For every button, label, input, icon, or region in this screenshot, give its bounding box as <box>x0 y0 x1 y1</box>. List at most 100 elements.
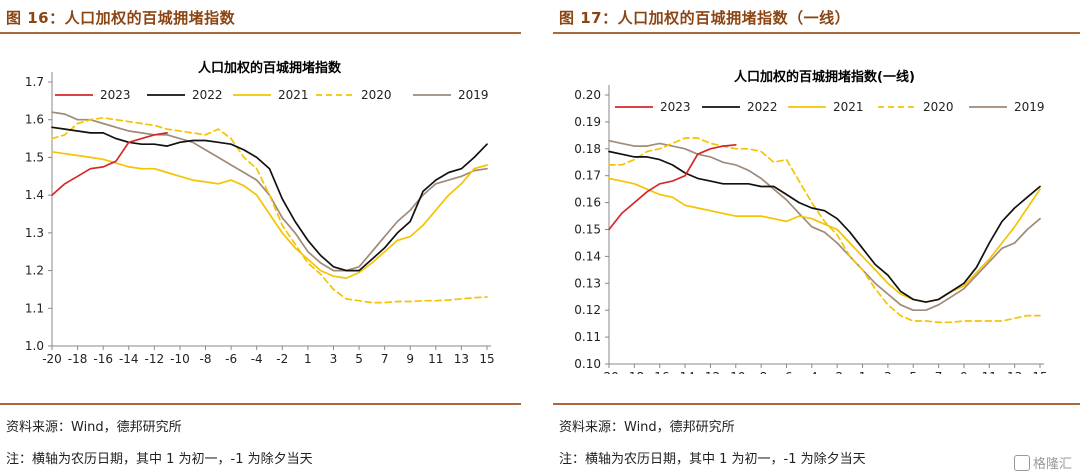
x-tick-label: -2 <box>831 370 843 374</box>
x-tick-label: 15 <box>1032 370 1047 374</box>
x-tick-label: -16 <box>650 370 670 374</box>
figure-title: 图 16：人口加权的百城拥堵指数 <box>6 9 236 27</box>
legend-item-2020: 2020 <box>316 88 392 102</box>
x-tick-label: -4 <box>806 370 818 374</box>
source-text: 资料来源：Wind，德邦研究所 <box>559 420 735 435</box>
x-tick-label: 13 <box>454 352 469 366</box>
x-tick-label: -18 <box>625 370 645 374</box>
x-tick-label: -6 <box>780 370 792 374</box>
x-tick-label: 11 <box>982 370 997 374</box>
y-tick-label: 1.6 <box>25 113 44 127</box>
y-tick-label: 1.7 <box>25 75 44 89</box>
y-tick-label: 0.11 <box>574 330 601 344</box>
legend-item-2019: 2019 <box>969 100 1045 114</box>
legend-item-2022: 2022 <box>147 88 223 102</box>
legend-label: 2020 <box>361 88 392 102</box>
x-tick-label: -10 <box>726 370 746 374</box>
series-line-2019 <box>608 139 1041 312</box>
legend-item-2019: 2019 <box>413 88 489 102</box>
y-tick-label: 0.14 <box>574 249 601 263</box>
y-tick-label: 0.10 <box>574 357 601 371</box>
x-tick-label: -2 <box>276 352 288 366</box>
series-line-2019 <box>51 111 488 272</box>
legend-label: 2019 <box>1014 100 1045 114</box>
chart-title: 人口加权的百城拥堵指数(一线) <box>734 69 915 85</box>
legend-item-2023: 2023 <box>55 88 131 102</box>
x-tick-label: 1 <box>859 370 867 374</box>
top-divider <box>553 32 1080 34</box>
figure-16-panel: 图 16：人口加权的百城拥堵指数 人口加权的百城拥堵指数 1.0 1.1 1.2 1.3… <box>0 0 527 476</box>
legend-item-2020: 2020 <box>878 100 954 114</box>
watermark-logo-icon <box>1013 455 1030 471</box>
series-line-2020 <box>51 116 488 304</box>
x-tick-label: -14 <box>119 352 139 366</box>
legend-item-2021: 2021 <box>233 88 309 102</box>
bottom-divider <box>553 403 1080 405</box>
x-tick-label: -8 <box>200 352 212 366</box>
y-tick-label: 1.1 <box>25 301 44 315</box>
chart-title: 人口加权的百城拥堵指数 <box>198 60 342 76</box>
x-tick-label: -4 <box>251 352 263 366</box>
y-tick-label: 1.5 <box>25 150 44 164</box>
legend-label: 2022 <box>192 88 223 102</box>
x-tick-label: 3 <box>330 352 338 366</box>
legend-item-2021: 2021 <box>788 100 864 114</box>
x-tick-label: 11 <box>428 352 443 366</box>
x-tick-label: 9 <box>960 370 968 374</box>
legend-item-2023: 2023 <box>615 100 691 114</box>
x-tick-label: 7 <box>935 370 943 374</box>
x-tick-label: 5 <box>355 352 363 366</box>
y-tick-label: 0.16 <box>574 196 601 210</box>
legend-item-2022: 2022 <box>702 100 778 114</box>
top-divider <box>0 32 521 34</box>
series-line-2023 <box>51 132 168 196</box>
x-tick-label: -8 <box>755 370 767 374</box>
legend-label: 2019 <box>458 88 489 102</box>
legend-label: 2023 <box>660 100 691 114</box>
y-tick-label: 0.13 <box>574 276 601 290</box>
x-tick-label: 1 <box>304 352 312 366</box>
x-tick-label: -14 <box>675 370 695 374</box>
series-line-2023 <box>608 143 737 231</box>
x-tick-label: -16 <box>93 352 113 366</box>
legend-label: 2021 <box>278 88 309 102</box>
x-tick-label: 7 <box>381 352 389 366</box>
x-tick-label: -12 <box>145 352 165 366</box>
x-tick-label: -12 <box>701 370 721 374</box>
series-line-2021 <box>608 177 1041 303</box>
watermark: 格隆汇 <box>1013 453 1072 472</box>
legend-label: 2021 <box>833 100 864 114</box>
y-tick-label: 0.15 <box>574 223 601 237</box>
y-tick-label: 0.17 <box>574 169 601 183</box>
x-tick-label: 15 <box>479 352 494 366</box>
figure-17-panel: 图 17：人口加权的百城拥堵指数（一线） 人口加权的百城拥堵指数(一线) 0.10… <box>553 0 1080 476</box>
y-tick-label: 1.2 <box>25 264 44 278</box>
series-line-2022 <box>608 150 1041 303</box>
series-line-2022 <box>51 126 488 272</box>
x-tick-label: 3 <box>884 370 892 374</box>
x-tick-label: -18 <box>68 352 88 366</box>
x-tick-label: -20 <box>42 352 62 366</box>
x-tick-label: -10 <box>170 352 190 366</box>
x-tick-label: 9 <box>406 352 414 366</box>
x-tick-label: -6 <box>225 352 237 366</box>
x-tick-label: -20 <box>599 370 619 374</box>
legend-label: 2022 <box>747 100 778 114</box>
y-tick-label: 1.3 <box>25 226 44 240</box>
x-tick-label: 13 <box>1007 370 1022 374</box>
series-line-2020 <box>608 137 1041 324</box>
y-tick-label: 0.12 <box>574 303 601 317</box>
figure-title: 图 17：人口加权的百城拥堵指数（一线） <box>559 9 851 27</box>
note-text: 注：横轴为农历日期，其中 1 为初一，-1 为除夕当天 <box>559 452 866 467</box>
congestion-chart-all-cities: 人口加权的百城拥堵指数 1.0 1.1 1.2 1.3 1.4 1.5 1.6 1.7 -20 -1… <box>25 60 495 366</box>
note-text: 注：横轴为农历日期，其中 1 为初一，-1 为除夕当天 <box>6 452 313 467</box>
y-tick-label: 1.4 <box>25 188 44 202</box>
congestion-chart-tier1-cities: 人口加权的百城拥堵指数(一线) 0.10 0.11 0.12 0.13 0.14 0.15 0… <box>574 69 1047 374</box>
y-tick-label: 1.0 <box>25 339 44 353</box>
y-tick-label: 0.20 <box>574 88 601 102</box>
y-tick-label: 0.18 <box>574 142 601 156</box>
legend-label: 2020 <box>923 100 954 114</box>
source-text: 资料来源：Wind，德邦研究所 <box>6 420 182 435</box>
watermark-text: 格隆汇 <box>1032 457 1072 472</box>
bottom-divider <box>0 403 521 405</box>
